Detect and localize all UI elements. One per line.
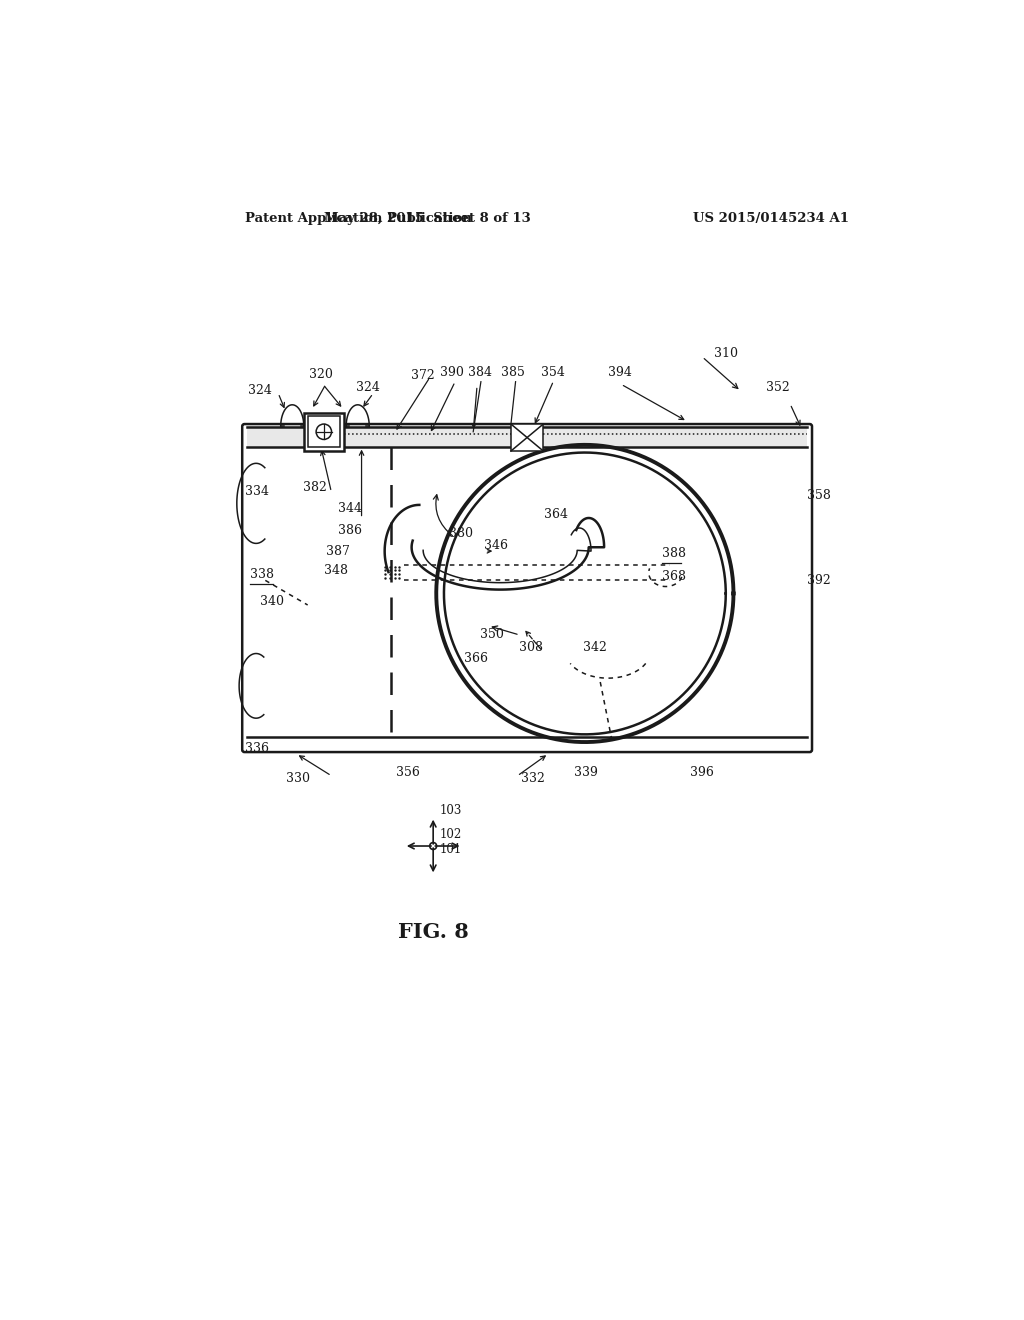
Text: 368: 368 <box>662 570 686 583</box>
Text: 336: 336 <box>245 742 268 755</box>
Text: 320: 320 <box>309 367 333 380</box>
Text: 354: 354 <box>541 366 564 379</box>
Bar <box>511 424 544 451</box>
Text: 346: 346 <box>484 539 508 552</box>
Text: 366: 366 <box>464 652 487 665</box>
Text: 364: 364 <box>545 508 568 520</box>
Text: 308: 308 <box>519 640 544 653</box>
Text: 344: 344 <box>338 502 362 515</box>
Text: 102: 102 <box>439 828 462 841</box>
Text: 324: 324 <box>248 384 271 397</box>
Text: 340: 340 <box>260 594 284 607</box>
Text: 387: 387 <box>326 545 350 557</box>
Text: 358: 358 <box>807 490 830 502</box>
Text: 388: 388 <box>662 546 686 560</box>
Text: 338: 338 <box>250 568 273 581</box>
Text: 356: 356 <box>396 767 420 779</box>
Text: 352: 352 <box>766 381 790 395</box>
Text: 332: 332 <box>521 772 545 785</box>
Text: 350: 350 <box>480 628 504 640</box>
Text: 382: 382 <box>303 482 328 495</box>
Text: 385: 385 <box>502 366 525 379</box>
Text: 384: 384 <box>468 366 493 379</box>
Text: 390: 390 <box>440 366 464 379</box>
Text: US 2015/0145234 A1: US 2015/0145234 A1 <box>692 213 849 224</box>
Text: 101: 101 <box>439 843 462 857</box>
Bar <box>304 412 344 451</box>
Text: 310: 310 <box>714 347 738 360</box>
Text: 330: 330 <box>287 772 310 785</box>
Text: FIG. 8: FIG. 8 <box>397 923 469 942</box>
Text: 339: 339 <box>574 767 598 779</box>
Text: 334: 334 <box>245 486 268 499</box>
Text: 342: 342 <box>584 640 607 653</box>
Text: 103: 103 <box>439 804 462 817</box>
Text: 396: 396 <box>690 767 714 779</box>
Text: May 28, 2015  Sheet 8 of 13: May 28, 2015 Sheet 8 of 13 <box>324 213 530 224</box>
Bar <box>247 426 807 447</box>
Text: 386: 386 <box>338 524 362 537</box>
Text: 392: 392 <box>807 574 830 587</box>
Bar <box>307 416 340 447</box>
Text: 394: 394 <box>607 366 632 379</box>
Text: 372: 372 <box>412 370 435 381</box>
Text: 380: 380 <box>449 527 472 540</box>
Text: 324: 324 <box>355 381 380 395</box>
Text: Patent Application Publication: Patent Application Publication <box>245 213 471 224</box>
Text: 348: 348 <box>325 564 348 577</box>
